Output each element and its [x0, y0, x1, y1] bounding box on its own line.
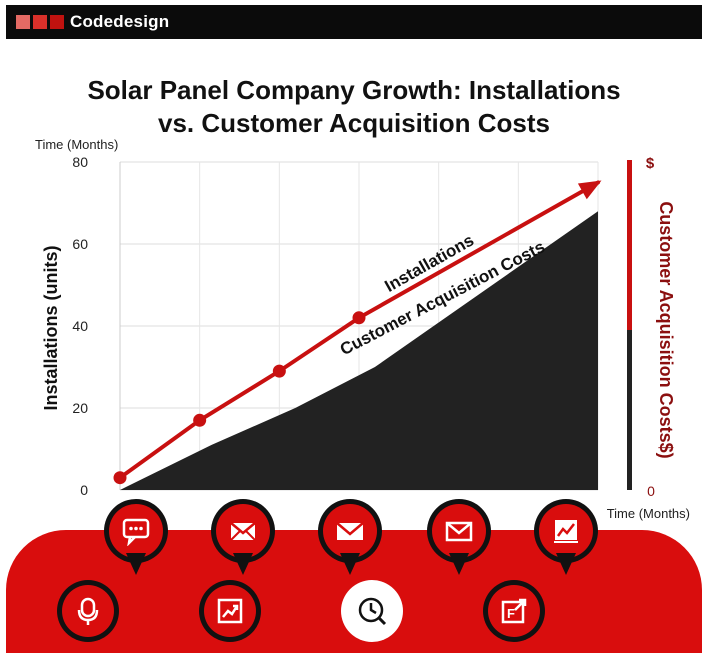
- envelope-open-pin[interactable]: [211, 499, 275, 575]
- installations-arrowhead: [577, 180, 602, 200]
- y-tick-label: 0: [80, 482, 88, 498]
- envelope-pin[interactable]: [318, 499, 382, 575]
- top-axis-label: Time (Months): [35, 137, 118, 152]
- y-tick-label: 40: [72, 318, 88, 334]
- chat-bubble-pin[interactable]: [104, 499, 168, 575]
- y2-axis-label: Customer Acquisition Costs$): [656, 201, 676, 458]
- envelope-outline-icon: [445, 521, 473, 542]
- logo-square-2: [33, 15, 47, 29]
- growth-chart-button[interactable]: [199, 580, 261, 642]
- installations-point: [193, 413, 207, 427]
- chart-up-icon: [554, 520, 578, 543]
- chart-areas: [120, 211, 598, 490]
- envelope-outline-pin[interactable]: [427, 499, 491, 575]
- chart-title-line-1: Solar Panel Company Growth: Installation…: [87, 75, 621, 105]
- y2-top-tick: $: [646, 155, 655, 172]
- envelope-open-icon: [230, 522, 256, 541]
- chart-up-pin[interactable]: [534, 499, 598, 575]
- headset-button[interactable]: [57, 580, 119, 642]
- y2-bottom-tick: 0: [647, 483, 655, 499]
- header-bar: Codedesign: [6, 5, 702, 39]
- area-customer-acquisition-costs: [120, 211, 598, 490]
- chart-title-line-2: vs. Customer Acquisition Costs: [158, 108, 550, 138]
- brand-logo: [16, 15, 64, 29]
- clock-search-icon: [358, 597, 387, 626]
- svg-text:F: F: [507, 606, 515, 621]
- y2-axis-bar-bottom: [627, 330, 632, 490]
- headset-icon: [77, 597, 99, 625]
- growth-chart-icon: [217, 598, 243, 624]
- finance-arrow-button[interactable]: F: [483, 580, 545, 642]
- y-tick-label: 80: [72, 154, 88, 170]
- brand-name: Codedesign: [70, 12, 170, 31]
- y-tick-label: 20: [72, 400, 88, 416]
- logo-square-3: [50, 15, 64, 29]
- chat-bubble-icon: [122, 518, 150, 546]
- y-tick-label: 60: [72, 236, 88, 252]
- clock-search-button[interactable]: [341, 580, 403, 642]
- chart-title: Solar Panel Company Growth: Installation…: [0, 74, 708, 140]
- installations-point: [352, 311, 366, 325]
- installations-point: [272, 364, 286, 378]
- installations-point: [113, 471, 127, 485]
- logo-square-1: [16, 15, 30, 29]
- y2-axis-bar-top: [627, 160, 632, 330]
- envelope-icon: [336, 522, 364, 540]
- x-axis-label: Time (Months): [607, 506, 690, 521]
- chart-lines: [113, 180, 602, 485]
- finance-arrow-icon: F: [501, 598, 527, 624]
- y-axis-label: Installations (units): [41, 245, 61, 410]
